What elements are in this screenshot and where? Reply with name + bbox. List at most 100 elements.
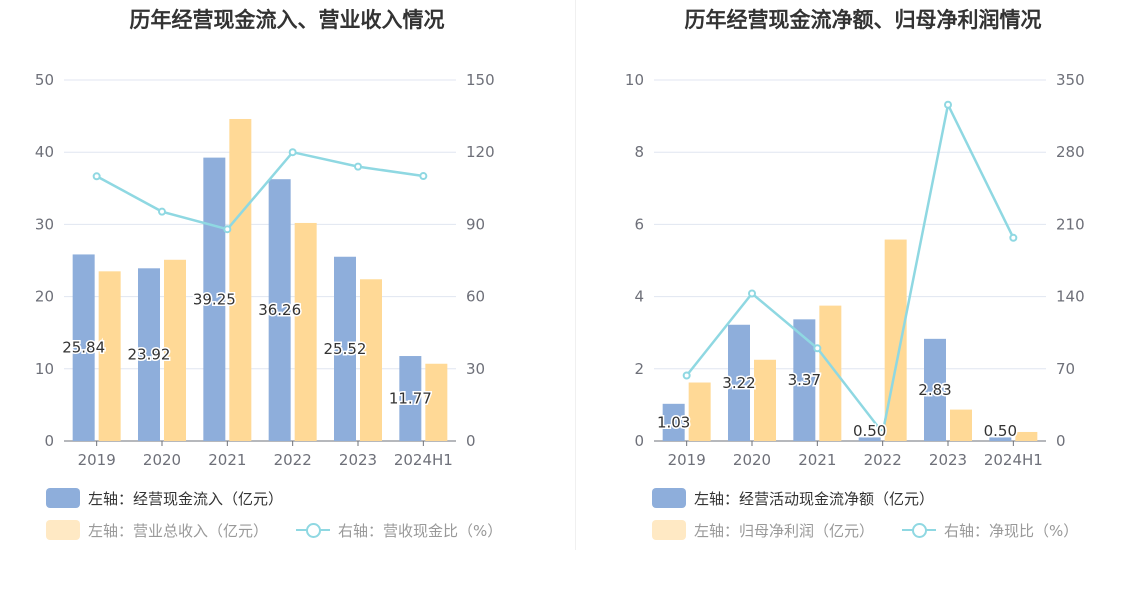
bar (989, 437, 1012, 441)
chart-panel-net-cash-profit: 历年经营现金流净额、归母净利润情况 0 2 4 6 8 10 0 70 140 210 280 350… (576, 0, 1148, 589)
bar-data-label: 2.83 (918, 381, 951, 399)
line-point (354, 162, 362, 171)
bar (858, 437, 881, 441)
y-left-tick-label: 0 (44, 432, 54, 450)
bar (950, 409, 972, 441)
bar-data-label: 23.92 (128, 346, 171, 364)
y-left-tick-label: 30 (35, 215, 54, 233)
y-right-tick-label: 0 (466, 432, 476, 450)
bar-data-label: 3.22 (722, 374, 755, 392)
y-left-tick-label: 2 (634, 360, 644, 378)
line-point (92, 172, 101, 181)
y-left-tick-label: 20 (35, 288, 54, 306)
legend-label: 右轴：营收现金比（%） (338, 521, 503, 540)
line-point (748, 289, 756, 298)
bar-data-label: 0.50 (984, 422, 1017, 440)
bar (754, 359, 776, 441)
y-left-tick-label: 4 (634, 288, 644, 306)
line-point (944, 100, 952, 109)
x-tick-label: 2021 (798, 451, 836, 469)
bar (268, 179, 291, 441)
x-tick-label: 2024H1 (394, 451, 453, 469)
x-tick-label: 2022 (864, 451, 902, 469)
x-tick-label: 2021 (208, 451, 246, 469)
line-point (813, 344, 822, 353)
line-point (878, 428, 887, 437)
y-left-tick-label: 0 (634, 432, 644, 450)
legend-item-line[interactable]: 右轴：营收现金比（%） (296, 519, 502, 541)
bar (688, 382, 711, 441)
bar (819, 305, 842, 441)
x-tick-label: 2023 (339, 451, 377, 469)
y-left-tick-label: 6 (634, 215, 644, 233)
y-right-tick-label: 60 (466, 288, 485, 306)
legend-item-bar-2[interactable]: 左轴：归母净利润（亿元） (652, 519, 874, 541)
x-tick-label: 2024H1 (984, 451, 1043, 469)
y-right-tick-label: 90 (466, 215, 485, 233)
bar (294, 222, 317, 441)
x-tick-label: 2022 (274, 451, 312, 469)
bar (360, 279, 382, 441)
bar (793, 319, 816, 441)
y-right-tick-label: 280 (1056, 143, 1085, 161)
y-left-tick-label: 50 (35, 71, 54, 89)
series-line (96, 150, 424, 231)
bar-data-label: 36.26 (258, 301, 301, 319)
line-point (682, 371, 691, 380)
y-right-tick-label: 30 (466, 360, 485, 378)
line-point (223, 225, 232, 234)
line-point (158, 207, 166, 216)
x-tick-label: 2020 (143, 451, 181, 469)
bar (98, 271, 121, 441)
bar (138, 268, 160, 441)
legend-swatch-blue (46, 488, 80, 508)
y-right-tick-label: 70 (1056, 360, 1075, 378)
legend-label: 右轴：净现比（%） (944, 521, 1079, 540)
legend-item-bar-1[interactable]: 左轴：经营活动现金流净额（亿元） (652, 487, 934, 509)
y-right-tick-label: 0 (1056, 432, 1066, 450)
x-tick-label: 2019 (668, 451, 706, 469)
panel-divider (575, 0, 576, 550)
bar-data-label: 39.25 (193, 290, 236, 308)
legend-line-marker-icon (902, 520, 936, 540)
bar (1015, 431, 1038, 441)
bar (662, 403, 685, 441)
legend-line-marker-icon (296, 520, 330, 540)
bar (334, 256, 356, 441)
y-right-tick-label: 150 (466, 71, 495, 89)
bar (728, 324, 750, 441)
bar-data-label: 25.84 (62, 339, 105, 357)
chart-title: 历年经营现金流净额、归母净利润情况 (684, 8, 1042, 32)
chart-panel-cash-inflow-revenue: 历年经营现金流入、营业收入情况 0 10 20 30 40 50 0 30 60 90 120 150… (35, 8, 502, 541)
legend-label: 左轴：营业总收入（亿元） (88, 521, 269, 540)
x-tick-label: 2020 (733, 451, 771, 469)
y-left-tick-label: 40 (35, 143, 54, 161)
y-left-tick-label: 10 (35, 360, 54, 378)
legend-label: 左轴：经营活动现金流净额（亿元） (694, 489, 935, 508)
legend-swatch-yellow (46, 520, 80, 540)
legend-item-bar-1[interactable]: 左轴：经营现金流入（亿元） (46, 487, 283, 509)
y-right-tick-label: 120 (466, 143, 495, 161)
y-right-tick-label: 140 (1056, 288, 1085, 306)
bar (924, 338, 946, 441)
chart-title: 历年经营现金流入、营业收入情况 (129, 8, 445, 32)
bar (164, 259, 186, 441)
legend-label: 左轴：经营现金流入（亿元） (88, 489, 284, 508)
x-tick-label: 2019 (78, 451, 116, 469)
chart-plot-area: 0 2 4 6 8 10 0 70 140 210 280 350 2019 2020 2021 2022 20… (625, 71, 1085, 469)
y-right-tick-label: 210 (1056, 215, 1085, 233)
bar (425, 363, 448, 441)
bar-data-label: 1.03 (657, 413, 690, 431)
bar-data-label: 25.52 (324, 340, 367, 358)
line-point (419, 172, 428, 181)
bar-data-label: 3.37 (788, 371, 821, 389)
legend-swatch-blue (652, 488, 686, 508)
bar (399, 356, 422, 441)
bar-data-label: 0.50 (853, 422, 886, 440)
y-left-tick-label: 8 (634, 143, 644, 161)
legend-item-line[interactable]: 右轴：净现比（%） (902, 519, 1078, 541)
x-tick-label: 2023 (929, 451, 967, 469)
line-point (1009, 233, 1018, 242)
legend-item-bar-2[interactable]: 左轴：营业总收入（亿元） (46, 519, 268, 541)
legend-swatch-yellow (652, 520, 686, 540)
